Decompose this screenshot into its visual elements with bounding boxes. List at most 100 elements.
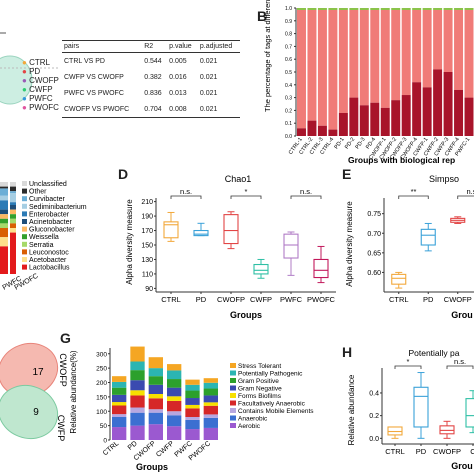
legend-g-label: Aerobic — [238, 423, 261, 430]
bar-segment — [167, 379, 182, 388]
bar-segment-other — [349, 8, 359, 10]
significance-bracket — [290, 195, 322, 199]
bar-segment — [148, 412, 163, 425]
table-cell: CWOFP VS PWOFC — [62, 101, 143, 118]
bar-segment — [185, 429, 200, 440]
y-tick-label: 1.0 — [285, 6, 292, 12]
y-tick-label: 0.2 — [285, 108, 292, 114]
venn-count: 17 — [32, 367, 44, 378]
bar-segment-other — [307, 8, 317, 10]
y-tick-label: 0.1 — [285, 121, 292, 127]
bar-segment-dark — [433, 69, 443, 136]
bar-segment-dark — [370, 102, 380, 136]
bar-segment — [185, 404, 200, 409]
bar-segment-dark — [391, 100, 401, 136]
bar-segment-other — [297, 8, 306, 10]
panel-letter-e: E — [342, 166, 352, 182]
panel-b-stacked-bar-chart: The percentage of tags at different leve… — [263, 0, 474, 165]
y-tick-label: 0.0 — [369, 436, 379, 443]
bar-segment — [0, 237, 8, 247]
panel-d-title: Chao1 — [225, 174, 252, 184]
y-tick-label: 0 — [103, 438, 107, 445]
significance-label: n.s. — [454, 357, 466, 366]
legend-c-swatch — [22, 264, 27, 270]
panel-h-title: Potentially pa — [408, 348, 459, 358]
table-row: PWFC VS PWOFC 0.836 0.013 0.021 — [62, 85, 240, 101]
bar-segment-dark — [317, 125, 327, 136]
panel-letter-h: H — [342, 344, 353, 360]
bar-segment — [112, 427, 127, 440]
y-tick-label: 190 — [141, 214, 153, 221]
bar-segment — [148, 357, 163, 369]
bar-segment-dark — [443, 72, 453, 136]
legend-g-label: Forms Biofilms — [238, 393, 282, 400]
legend-c-swatch — [22, 203, 27, 209]
bar-segment-light — [349, 10, 359, 98]
table-header-cell: pairs — [62, 40, 143, 53]
legend-g-swatch — [230, 385, 236, 391]
legend-a-label: CWOFP — [29, 76, 59, 85]
bar-segment-other — [328, 8, 338, 10]
y-tick-label: 50 — [100, 423, 108, 430]
panel-d-ylabel: Alpha diversity measure — [125, 199, 134, 285]
legend-g-label: Potentially Pathogenic — [238, 371, 303, 378]
legend-c-swatch — [22, 181, 27, 186]
table-row: CWOFP VS PWOFC 0.704 0.008 0.021 — [62, 101, 240, 118]
bar-segment — [148, 409, 163, 413]
bar-segment-dark — [454, 89, 464, 136]
legend-c-label: Acetobacter — [29, 257, 67, 264]
table-cell: 0.008 — [167, 101, 198, 118]
bar-segment — [185, 384, 200, 391]
panel-g-ylabel: Relative abundance(%) — [69, 350, 78, 433]
legend-g-swatch — [230, 378, 236, 383]
panel-letter-g: G — [60, 330, 71, 346]
table-cell: 0.021 — [199, 74, 218, 81]
x-tick-label: PD — [416, 447, 427, 456]
table-header-cell: p.value — [167, 40, 198, 53]
bar-segment — [167, 396, 182, 401]
table-cell: 0.016 — [169, 74, 187, 81]
legend-a-swatch: ● — [22, 85, 27, 94]
y-tick-label: 250 — [96, 366, 107, 373]
bar-segment — [148, 394, 163, 399]
legend-c-swatch — [22, 257, 27, 262]
bar-segment — [203, 427, 218, 440]
venn-label: CWOFP — [58, 353, 68, 387]
y-tick-label: 0.9 — [285, 19, 292, 25]
panel-e-title: Simpso — [429, 174, 459, 184]
legend-a-swatch: ● — [22, 67, 27, 76]
box — [193, 229, 209, 237]
bar-segment-light — [412, 10, 422, 83]
bar-segment — [10, 214, 16, 219]
bar-segment-other — [391, 8, 401, 10]
panel-a-ordination — [0, 32, 60, 105]
x-tick-label: PWFC — [280, 295, 303, 304]
bar-segment-light — [401, 10, 411, 96]
legend-c-swatch — [22, 219, 27, 224]
bar-segment — [10, 223, 16, 228]
panel-f-venn-diagram: 17 9 CWOFP CWFP — [0, 343, 68, 441]
bar-segment — [130, 412, 145, 426]
panel-letter-b: B — [257, 8, 268, 24]
legend-g-swatch — [230, 408, 236, 413]
box — [223, 214, 239, 245]
x-tick-label: CTRL — [389, 295, 409, 304]
x-tick-label: CWFP — [155, 440, 176, 459]
box — [313, 258, 329, 279]
bar-segment-light — [328, 10, 338, 130]
bar-segment — [185, 379, 200, 385]
legend-a-item: ● PD — [22, 67, 59, 76]
panel-d-xlabel: Groups — [230, 310, 262, 320]
bar-segment — [112, 405, 127, 415]
table-cell: CTRL VS PD — [64, 58, 105, 65]
bar-segment — [112, 381, 127, 388]
significance-label: n.s. — [180, 187, 192, 196]
legend-g-label: Gram Negative — [238, 386, 282, 393]
bar-segment — [148, 398, 163, 410]
x-tick-label: PD-2 — [344, 137, 356, 151]
legend-c-label: Weissella — [29, 234, 59, 241]
panel-b-ylabel: The percentage of tags at different leve… — [263, 0, 272, 112]
bar-segment-light — [454, 10, 464, 90]
legend-a-swatch: ● — [22, 76, 27, 85]
box — [391, 273, 407, 285]
